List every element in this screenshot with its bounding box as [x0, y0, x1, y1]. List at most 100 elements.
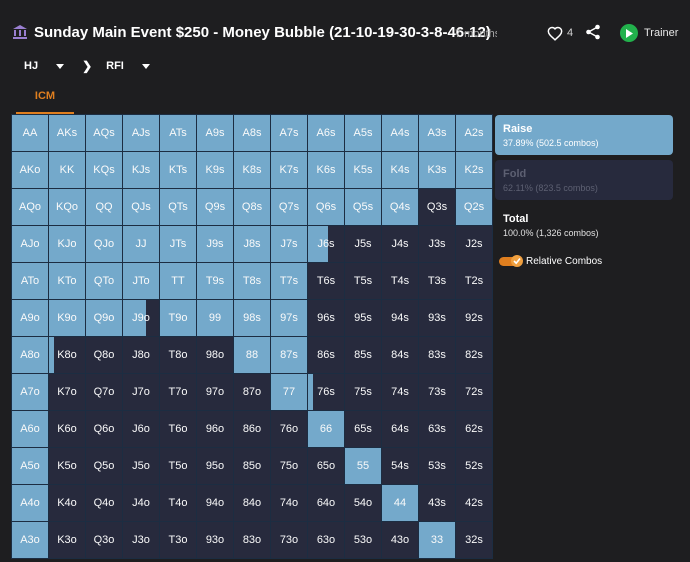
hand-cell[interactable]: 72s [455, 373, 493, 411]
hand-cell[interactable]: 98o [196, 336, 234, 374]
hand-cell[interactable]: Q2s [455, 188, 493, 226]
hand-cell[interactable]: K5s [344, 151, 382, 189]
hand-cell[interactable]: K5o [48, 447, 86, 485]
hand-cell[interactable]: Q4o [85, 484, 123, 522]
hand-cell[interactable]: K4s [381, 151, 419, 189]
hand-cell[interactable]: 53s [418, 447, 456, 485]
hand-cell[interactable]: K4o [48, 484, 86, 522]
hand-cell[interactable]: T7o [159, 373, 197, 411]
hand-cell[interactable]: Q8s [233, 188, 271, 226]
hand-cell[interactable]: Q8o [85, 336, 123, 374]
hand-cell[interactable]: KQo [48, 188, 86, 226]
hand-cell[interactable]: 64o [307, 484, 345, 522]
hand-cell[interactable]: J4o [122, 484, 160, 522]
hand-cell[interactable]: 52s [455, 447, 493, 485]
hand-cell[interactable]: K7o [48, 373, 86, 411]
hand-cell[interactable]: A7o [11, 373, 49, 411]
hand-cell[interactable]: 42s [455, 484, 493, 522]
hand-cell[interactable]: 74o [270, 484, 308, 522]
hand-cell[interactable]: Q7s [270, 188, 308, 226]
hand-cell[interactable]: 43o [381, 521, 419, 559]
hand-cell[interactable]: T7s [270, 262, 308, 300]
hand-cell[interactable]: KTs [159, 151, 197, 189]
hand-cell[interactable]: TT [159, 262, 197, 300]
hand-cell[interactable]: T5s [344, 262, 382, 300]
hand-cell[interactable]: T3o [159, 521, 197, 559]
hand-cell[interactable]: 94o [196, 484, 234, 522]
hand-cell[interactable]: 88 [233, 336, 271, 374]
favorite-button[interactable] [546, 24, 564, 42]
hand-cell[interactable]: 73o [270, 521, 308, 559]
hand-cell[interactable]: 99 [196, 299, 234, 337]
hand-cell[interactable]: K8o [48, 336, 86, 374]
hand-cell[interactable]: A4s [381, 114, 419, 152]
hero-position-dropdown[interactable]: HJ [24, 60, 65, 72]
hand-cell[interactable]: T4o [159, 484, 197, 522]
hand-cell[interactable]: 95o [196, 447, 234, 485]
hand-cell[interactable]: 85s [344, 336, 382, 374]
hand-cell[interactable]: T9s [196, 262, 234, 300]
hand-cell[interactable]: 84o [233, 484, 271, 522]
hand-cell[interactable]: Q3o [85, 521, 123, 559]
hand-cell[interactable]: 33 [418, 521, 456, 559]
hand-cell[interactable]: K6o [48, 410, 86, 448]
hand-cell[interactable]: K3s [418, 151, 456, 189]
hand-cell[interactable]: T4s [381, 262, 419, 300]
hand-cell[interactable]: JJ [122, 225, 160, 263]
hand-cell[interactable]: 76s [307, 373, 345, 411]
hand-cell[interactable]: 86o [233, 410, 271, 448]
hand-cell[interactable]: 93o [196, 521, 234, 559]
hand-cell[interactable]: 75o [270, 447, 308, 485]
hand-cell[interactable]: J5s [344, 225, 382, 263]
hand-cell[interactable]: T6o [159, 410, 197, 448]
hand-cell[interactable]: K7s [270, 151, 308, 189]
hand-cell[interactable]: Q4s [381, 188, 419, 226]
hand-cell[interactable]: J7s [270, 225, 308, 263]
hand-cell[interactable]: A5s [344, 114, 382, 152]
relative-combos-toggle[interactable] [499, 255, 523, 267]
hand-cell[interactable]: J3s [418, 225, 456, 263]
hand-cell[interactable]: T8o [159, 336, 197, 374]
hand-cell[interactable]: JTs [159, 225, 197, 263]
hand-cell[interactable]: J2s [455, 225, 493, 263]
hand-cell[interactable]: 85o [233, 447, 271, 485]
hand-cell[interactable]: AKs [48, 114, 86, 152]
hand-cell[interactable]: A5o [11, 447, 49, 485]
trainer-button[interactable]: Trainer [620, 24, 678, 42]
hand-cell[interactable]: A4o [11, 484, 49, 522]
fold-action-card[interactable]: Fold 62.11% (823.5 combos) [495, 160, 673, 200]
hand-cell[interactable]: J5o [122, 447, 160, 485]
hand-cell[interactable]: 87s [270, 336, 308, 374]
hand-cell[interactable]: 44 [381, 484, 419, 522]
hand-cell[interactable]: 62s [455, 410, 493, 448]
hand-cell[interactable]: JTo [122, 262, 160, 300]
hand-cell[interactable]: ATs [159, 114, 197, 152]
hand-cell[interactable]: A6s [307, 114, 345, 152]
hand-cell[interactable]: AQs [85, 114, 123, 152]
hand-cell[interactable]: J9s [196, 225, 234, 263]
hand-cell[interactable]: T5o [159, 447, 197, 485]
hand-cell[interactable]: QTo [85, 262, 123, 300]
hand-cell[interactable]: 82s [455, 336, 493, 374]
hand-cell[interactable]: 55 [344, 447, 382, 485]
hand-cell[interactable]: K9o [48, 299, 86, 337]
hand-cell[interactable]: A9o [11, 299, 49, 337]
hand-cell[interactable]: Q5s [344, 188, 382, 226]
hand-cell[interactable]: J3o [122, 521, 160, 559]
hand-cell[interactable]: 66 [307, 410, 345, 448]
hand-cell[interactable]: AJo [11, 225, 49, 263]
hand-cell[interactable]: Q9o [85, 299, 123, 337]
hand-cell[interactable]: Q5o [85, 447, 123, 485]
hand-cell[interactable]: A7s [270, 114, 308, 152]
hand-cell[interactable]: 93s [418, 299, 456, 337]
hand-cell[interactable]: 97o [196, 373, 234, 411]
hand-cell[interactable]: 97s [270, 299, 308, 337]
hand-cell[interactable]: 83o [233, 521, 271, 559]
hand-cell[interactable]: 96o [196, 410, 234, 448]
hand-cell[interactable]: 83s [418, 336, 456, 374]
hand-cell[interactable]: 32s [455, 521, 493, 559]
hand-cell[interactable]: Q6s [307, 188, 345, 226]
hand-cell[interactable]: AQo [11, 188, 49, 226]
hand-cell[interactable]: QTs [159, 188, 197, 226]
hand-cell[interactable]: 54o [344, 484, 382, 522]
